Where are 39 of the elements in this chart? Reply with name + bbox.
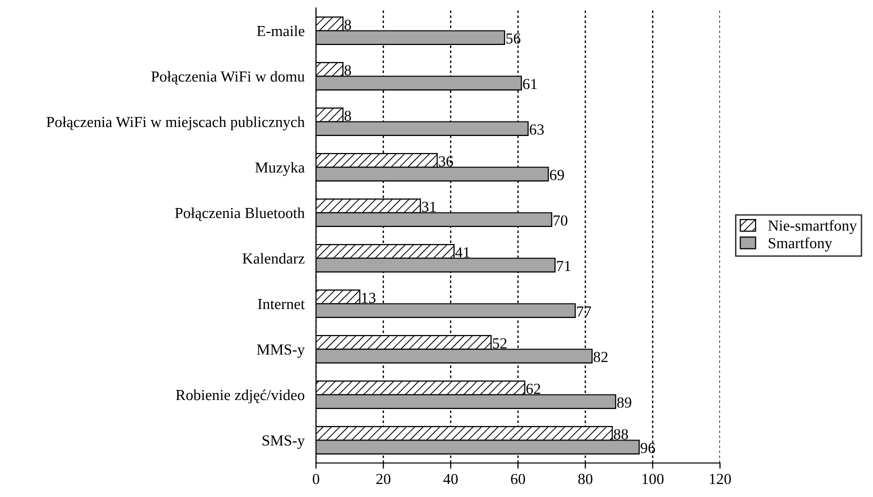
data-label: 88 — [614, 429, 628, 440]
data-label: 8 — [344, 20, 351, 30]
y-tick-label: Połączenia Bluetooth — [175, 207, 305, 222]
legend-label: Nie-smartfony — [768, 220, 857, 234]
data-label: 13 — [362, 292, 376, 304]
y-tick-label: MMS-y — [256, 344, 305, 358]
y-tick-label: Połączenia WiFi w miejscach publicznych — [46, 116, 305, 130]
data-label: 56 — [506, 33, 520, 44]
data-label: 89 — [617, 397, 632, 408]
data-label: 96 — [640, 442, 656, 454]
data-label: 63 — [530, 124, 544, 135]
y-tick-label: Robienie zdjęć/video — [176, 389, 304, 404]
data-label: 61 — [523, 78, 537, 90]
x-tick-label: 80 — [578, 474, 592, 484]
data-label: 31 — [422, 202, 436, 212]
data-label: 82 — [594, 352, 608, 362]
data-label: 41 — [455, 247, 470, 258]
y-tick-label: Połączenia WiFi w domu — [151, 70, 305, 85]
x-tick-label: 100 — [642, 474, 664, 484]
x-tick-label: 20 — [376, 474, 390, 484]
data-label: 36 — [438, 156, 454, 167]
data-label: 69 — [550, 170, 564, 180]
y-tick-label: Internet — [258, 299, 305, 310]
data-label: 62 — [526, 384, 540, 394]
y-tick-label: Muzyka — [255, 162, 305, 176]
x-tick-label: 0 — [312, 474, 320, 484]
data-label: 8 — [344, 65, 351, 76]
x-tick-label: 60 — [511, 474, 526, 484]
y-tick-label: Kalendarz — [242, 252, 304, 264]
data-label: 52 — [492, 338, 507, 349]
legend-label: Smartfony — [768, 237, 832, 252]
x-tick-label: 40 — [443, 474, 458, 484]
data-label: 77 — [577, 306, 592, 317]
y-tick-label: E-maile — [256, 25, 304, 36]
y-tick-label: SMS-y — [262, 435, 305, 449]
x-tick-label: 120 — [710, 474, 731, 484]
data-label: 70 — [554, 215, 568, 226]
data-label: 8 — [344, 110, 351, 122]
data-label: 71 — [557, 260, 570, 272]
